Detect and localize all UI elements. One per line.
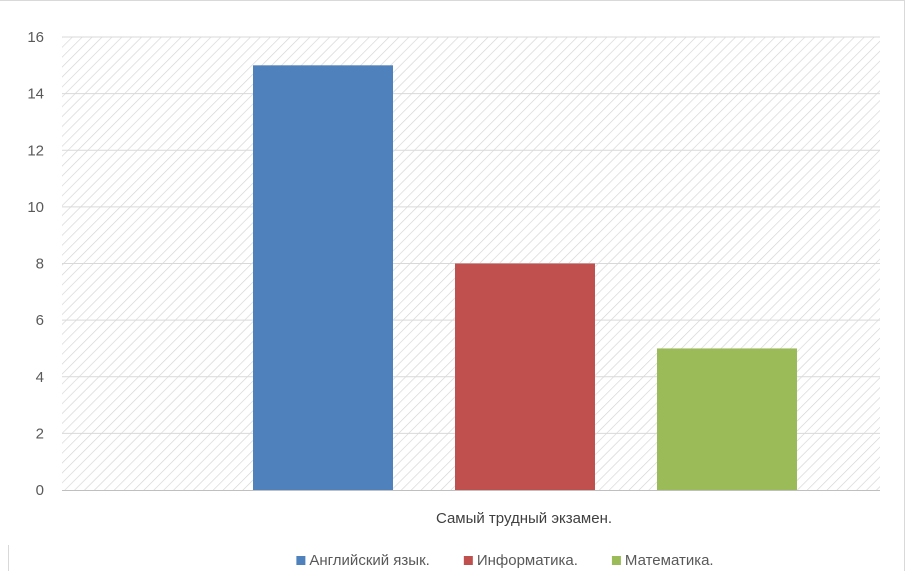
legend-swatch bbox=[296, 556, 306, 565]
bar-1 bbox=[253, 65, 393, 490]
bar-3 bbox=[657, 348, 797, 490]
bar-2 bbox=[455, 263, 595, 490]
y-axis-ticks: 0 2 4 6 8 10 12 14 16 bbox=[27, 29, 44, 499]
y-tick-label: 6 bbox=[36, 312, 44, 329]
chart-frame-edge bbox=[8, 545, 9, 571]
y-tick-label: 8 bbox=[36, 256, 44, 273]
y-tick-label: 4 bbox=[36, 369, 44, 386]
y-tick-label: 16 bbox=[27, 29, 44, 46]
y-tick-label: 10 bbox=[27, 199, 44, 216]
y-tick-label: 2 bbox=[36, 425, 44, 442]
y-tick-label: 14 bbox=[27, 86, 44, 103]
legend-item: Математика. bbox=[611, 552, 714, 569]
bars bbox=[253, 65, 797, 490]
legend-label: Информатика. bbox=[477, 552, 578, 569]
legend-label: Математика. bbox=[625, 552, 714, 569]
legend: Английский язык. Информатика. Математика. bbox=[296, 552, 714, 569]
y-tick-label: 12 bbox=[27, 142, 44, 159]
legend-label: Английский язык. bbox=[309, 552, 429, 569]
x-axis-category-label: Самый трудный экзамен. bbox=[436, 510, 612, 527]
y-tick-label: 0 bbox=[36, 482, 44, 499]
legend-item: Информатика. bbox=[463, 552, 578, 569]
legend-swatch bbox=[611, 556, 621, 565]
legend-item: Английский язык. bbox=[296, 552, 430, 569]
legend-swatch bbox=[463, 556, 473, 565]
